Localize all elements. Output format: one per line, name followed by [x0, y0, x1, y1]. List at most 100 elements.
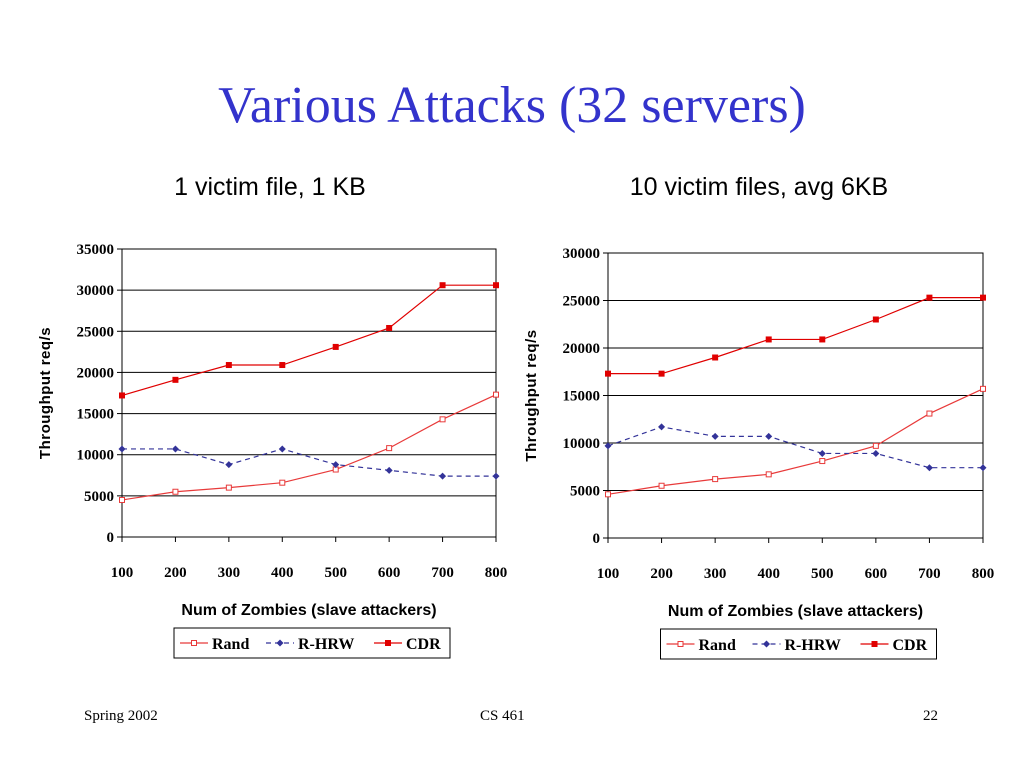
- data-point: [332, 343, 339, 350]
- y-tick-label: 35000: [77, 242, 115, 258]
- series-line: [607, 388, 984, 495]
- data-point: [712, 476, 719, 483]
- data-point: [712, 354, 719, 361]
- chart-subtitle-right: 10 victim files, avg 6KB: [629, 173, 889, 201]
- legend-label: CDR: [893, 637, 928, 654]
- data-point: [765, 471, 772, 478]
- data-point: [872, 442, 879, 449]
- y-tick-label: 15000: [77, 407, 115, 423]
- chart-subtitle-left: 1 victim file, 1 KB: [174, 173, 366, 201]
- data-point: [332, 461, 340, 469]
- y-tick-label: 30000: [77, 283, 115, 299]
- data-point: [926, 294, 933, 301]
- data-point: [980, 294, 986, 301]
- legend: Rand R-HRW CDR: [173, 627, 451, 659]
- slide-title: Various Attacks (32 servers): [218, 77, 806, 134]
- data-point: [439, 282, 446, 289]
- y-tick-label: 5000: [84, 489, 114, 505]
- legend: Rand R-HRW CDR: [660, 628, 937, 660]
- data-point: [658, 423, 666, 431]
- chart-right: 0 5000 10000 15000 20000 25000 30000 100 200 300 4…: [523, 246, 995, 660]
- y-axis-title: Throughput req/s: [37, 327, 54, 459]
- data-point: [765, 432, 773, 440]
- chart-panel-right: 10 victim files, avg 6KB 0 5000 10000 15000…: [514, 168, 1004, 666]
- x-tick-label: 800: [485, 565, 508, 581]
- x-tick-label: 200: [164, 565, 187, 581]
- data-point: [604, 442, 612, 450]
- series-line: [608, 297, 983, 375]
- plot-area: [121, 248, 497, 538]
- legend-label: Rand: [699, 637, 736, 654]
- x-tick-label: 500: [324, 565, 347, 581]
- x-tick-label: 300: [704, 566, 727, 582]
- series-line: [121, 394, 497, 501]
- series-rand: [605, 385, 986, 498]
- data-point: [171, 445, 179, 453]
- y-tick-label: 25000: [77, 324, 115, 340]
- x-axis-title: Num of Zombies (slave attackers): [181, 602, 436, 619]
- y-tick-label: 25000: [563, 294, 601, 310]
- data-point: [278, 445, 286, 453]
- data-point: [605, 491, 611, 498]
- data-point: [386, 324, 393, 331]
- y-tick-label: 0: [593, 531, 601, 547]
- footer-date: Spring 2002: [84, 708, 158, 724]
- data-point: [711, 432, 719, 440]
- data-point: [493, 282, 499, 289]
- y-tick-label: 20000: [563, 341, 601, 357]
- y-tick-label: 5000: [570, 484, 600, 500]
- legend-marker: [677, 641, 684, 647]
- x-tick-label: 600: [865, 566, 888, 582]
- data-point: [872, 316, 879, 323]
- data-point: [172, 488, 179, 495]
- y-tick-label: 10000: [563, 436, 601, 452]
- data-point: [225, 362, 232, 369]
- data-point: [605, 370, 611, 377]
- x-tick-label: 300: [218, 565, 241, 581]
- chart-left: 0 5000 10000 15000 20000 25000 30000 35000 100 20…: [37, 242, 508, 659]
- data-point: [119, 392, 125, 399]
- legend-label: Rand: [212, 636, 249, 653]
- x-tick-label: 800: [972, 566, 995, 582]
- x-tick-label: 400: [757, 566, 780, 582]
- data-point: [765, 336, 772, 343]
- series-line: [607, 426, 983, 469]
- y-tick-label: 0: [107, 530, 115, 546]
- data-point: [818, 449, 826, 457]
- y-tick-label: 30000: [563, 246, 601, 262]
- data-point: [279, 362, 286, 369]
- data-point: [926, 410, 933, 417]
- legend-label: R-HRW: [298, 636, 354, 653]
- data-point: [925, 464, 933, 472]
- data-point: [872, 449, 880, 457]
- x-tick-label: 200: [650, 566, 673, 582]
- data-point: [819, 458, 826, 465]
- x-tick-label: 100: [597, 566, 620, 582]
- legend-marker: [276, 639, 284, 647]
- data-point: [658, 370, 665, 377]
- data-point: [119, 496, 125, 503]
- data-point: [439, 416, 446, 423]
- data-point: [172, 376, 179, 383]
- x-tick-label: 500: [811, 566, 834, 582]
- legend-marker: [763, 640, 770, 648]
- legend-marker: [385, 640, 391, 646]
- data-point: [819, 336, 826, 343]
- data-point: [439, 472, 447, 480]
- series-rand: [119, 391, 499, 503]
- data-point: [279, 479, 286, 486]
- data-point: [118, 445, 126, 453]
- y-tick-label: 20000: [77, 365, 115, 381]
- series-r-hrw: [604, 423, 987, 472]
- legend-marker: [871, 641, 878, 647]
- series-cdr: [605, 294, 986, 377]
- data-point: [492, 472, 500, 480]
- data-point: [225, 461, 233, 469]
- data-point: [225, 484, 232, 491]
- data-point: [980, 385, 986, 392]
- y-axis-title: Throughput req/s: [523, 329, 540, 461]
- y-tick-label: 10000: [77, 448, 115, 464]
- x-tick-label: 600: [378, 565, 401, 581]
- x-tick-label: 700: [431, 565, 454, 581]
- data-point: [979, 464, 987, 472]
